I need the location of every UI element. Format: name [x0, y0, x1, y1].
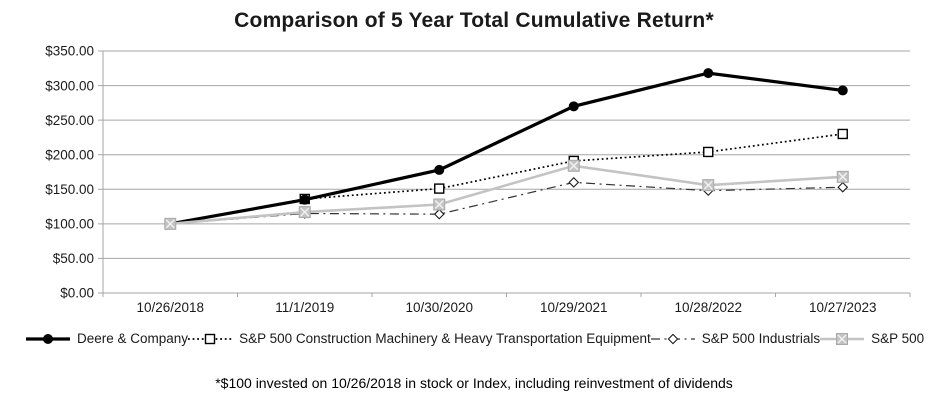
data-point-marker	[433, 208, 445, 220]
data-point-marker	[43, 333, 53, 344]
data-point-marker	[837, 181, 849, 193]
x-tick-label: 10/30/2020	[405, 300, 473, 315]
data-point-marker	[837, 85, 848, 96]
x-tick-label: 10/27/2023	[809, 300, 877, 315]
data-point-marker	[434, 164, 445, 175]
data-point-marker	[298, 206, 311, 219]
sp500-construction-line-marker-icon	[188, 333, 233, 344]
series-1	[165, 128, 848, 230]
x-tick-label: 11/1/2019	[275, 300, 334, 315]
legend-label-sp500-industrials: S&P 500 Industrials	[701, 331, 821, 346]
legend-item-sp500-industrials: S&P 500 Industrials	[650, 331, 821, 346]
x-tick-label: 10/28/2022	[674, 300, 742, 315]
chart-title: Comparison of 5 Year Total Cumulative Re…	[234, 9, 714, 32]
legend-label-deere: Deere & Company	[77, 331, 189, 346]
data-point-marker	[299, 194, 310, 205]
x-tick-labels: 10/26/2018 11/1/2019 10/30/2020 10/29/2021 1…	[136, 300, 876, 315]
chart-footnote: *$100 invested on 10/26/2018 in stock or…	[215, 375, 733, 391]
data-point-marker	[433, 198, 446, 211]
series-3	[164, 159, 849, 230]
x-tick-label: 10/26/2018	[136, 300, 204, 315]
sp500-line-marker-icon	[820, 332, 865, 345]
data-point-marker	[204, 333, 216, 344]
deere-line-marker-icon	[26, 333, 70, 344]
data-point-marker	[568, 176, 580, 188]
data-point-marker	[702, 179, 715, 192]
legend-item-sp500: S&P 500	[820, 331, 924, 346]
sp500-industrials-line-marker-icon	[650, 333, 695, 344]
y-tick-label: $200.00	[45, 147, 94, 162]
y-tick-label: $350.00	[45, 44, 94, 59]
legend-label-sp500-construction: S&P 500 Construction Machinery & Heavy T…	[239, 331, 651, 346]
y-tick-label: $250.00	[45, 113, 94, 128]
chart-legend: Deere & Company S&P 500 Construction Mac…	[0, 331, 948, 346]
data-point-marker	[434, 183, 445, 194]
data-point-marker	[164, 217, 177, 230]
data-point-marker	[836, 170, 849, 183]
legend-item-sp500-construction: S&P 500 Construction Machinery & Heavy T…	[188, 331, 651, 346]
legend-label-sp500: S&P 500	[871, 331, 925, 346]
axes	[98, 50, 911, 297]
y-tick-label: $300.00	[45, 78, 94, 93]
data-point-marker	[667, 333, 679, 344]
y-tick-label: $150.00	[45, 182, 94, 197]
y-tick-label: $0.00	[60, 286, 94, 301]
y-tick-label: $50.00	[53, 251, 94, 266]
data-point-marker	[567, 159, 580, 172]
data-point-marker	[703, 146, 714, 158]
x-tick-label: 10/29/2021	[540, 300, 608, 315]
data-point-marker	[703, 68, 714, 79]
line-chart-plot: $0.00 $50.00 $100.00 $150.00 $200.00 $250.00 $…	[45, 44, 911, 315]
gridlines	[103, 50, 910, 259]
series-0	[165, 68, 848, 229]
y-tick-labels: $0.00 $50.00 $100.00 $150.00 $200.00 $250.00 $…	[45, 44, 94, 301]
legend-item-deere: Deere & Company	[26, 331, 188, 346]
data-point-marker	[836, 332, 849, 345]
y-tick-label: $100.00	[45, 217, 94, 232]
data-point-marker	[568, 101, 579, 112]
data-point-marker	[837, 128, 848, 140]
